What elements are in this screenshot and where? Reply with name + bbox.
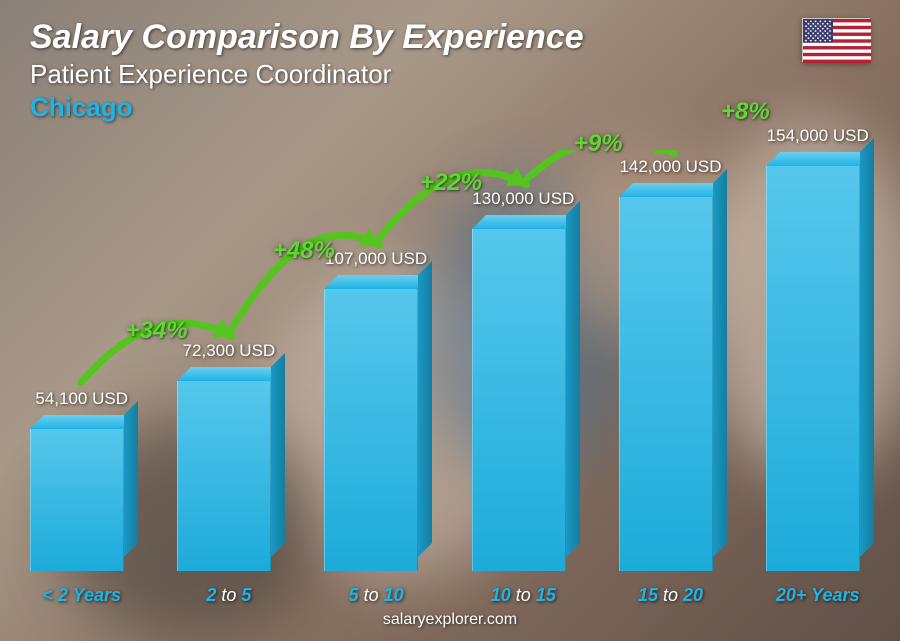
bar: 72,300 USD2 to 5 [177,381,271,571]
chart-title: Salary Comparison By Experience [30,18,584,57]
bar-value-label: 54,100 USD [16,389,148,409]
increase-pct-label: +34% [126,317,188,345]
increase-pct-label: +48% [273,237,335,265]
increase-pct-label: +9% [574,130,623,158]
increase-pct-label: +22% [420,169,482,197]
bar: 154,000 USD20+ Years [766,166,860,571]
increase-pct-label: +8% [721,98,770,126]
us-flag-icon [802,18,870,62]
bar-value-label: 154,000 USD [752,126,884,146]
bar-x-label: < 2 Years [7,585,157,606]
bar: 130,000 USD10 to 15 [472,229,566,571]
header: Salary Comparison By Experience Patient … [30,18,584,123]
bar: 142,000 USD15 to 20 [619,197,713,571]
increase-arrow [30,150,860,571]
increase-arrow [30,150,860,571]
bar-x-label: 5 to 10 [301,585,451,606]
increase-arrow [30,150,860,571]
increase-arrow [30,150,860,571]
bar-x-label: 20+ Years [743,585,893,606]
chart-location: Chicago [30,92,584,123]
bar-x-label: 15 to 20 [595,585,745,606]
site-credit: salaryexplorer.com [0,611,900,629]
bar: 54,100 USD< 2 Years [30,429,124,571]
bar: 107,000 USD5 to 10 [324,289,418,571]
bar-x-label: 2 to 5 [154,585,304,606]
bar-value-label: 142,000 USD [605,157,737,177]
bar-x-label: 10 to 15 [448,585,598,606]
salary-bar-chart: 54,100 USD< 2 Years 72,300 USD2 to 5 107,0… [30,150,860,571]
increase-arrow [30,150,860,571]
chart-subtitle: Patient Experience Coordinator [30,59,584,90]
